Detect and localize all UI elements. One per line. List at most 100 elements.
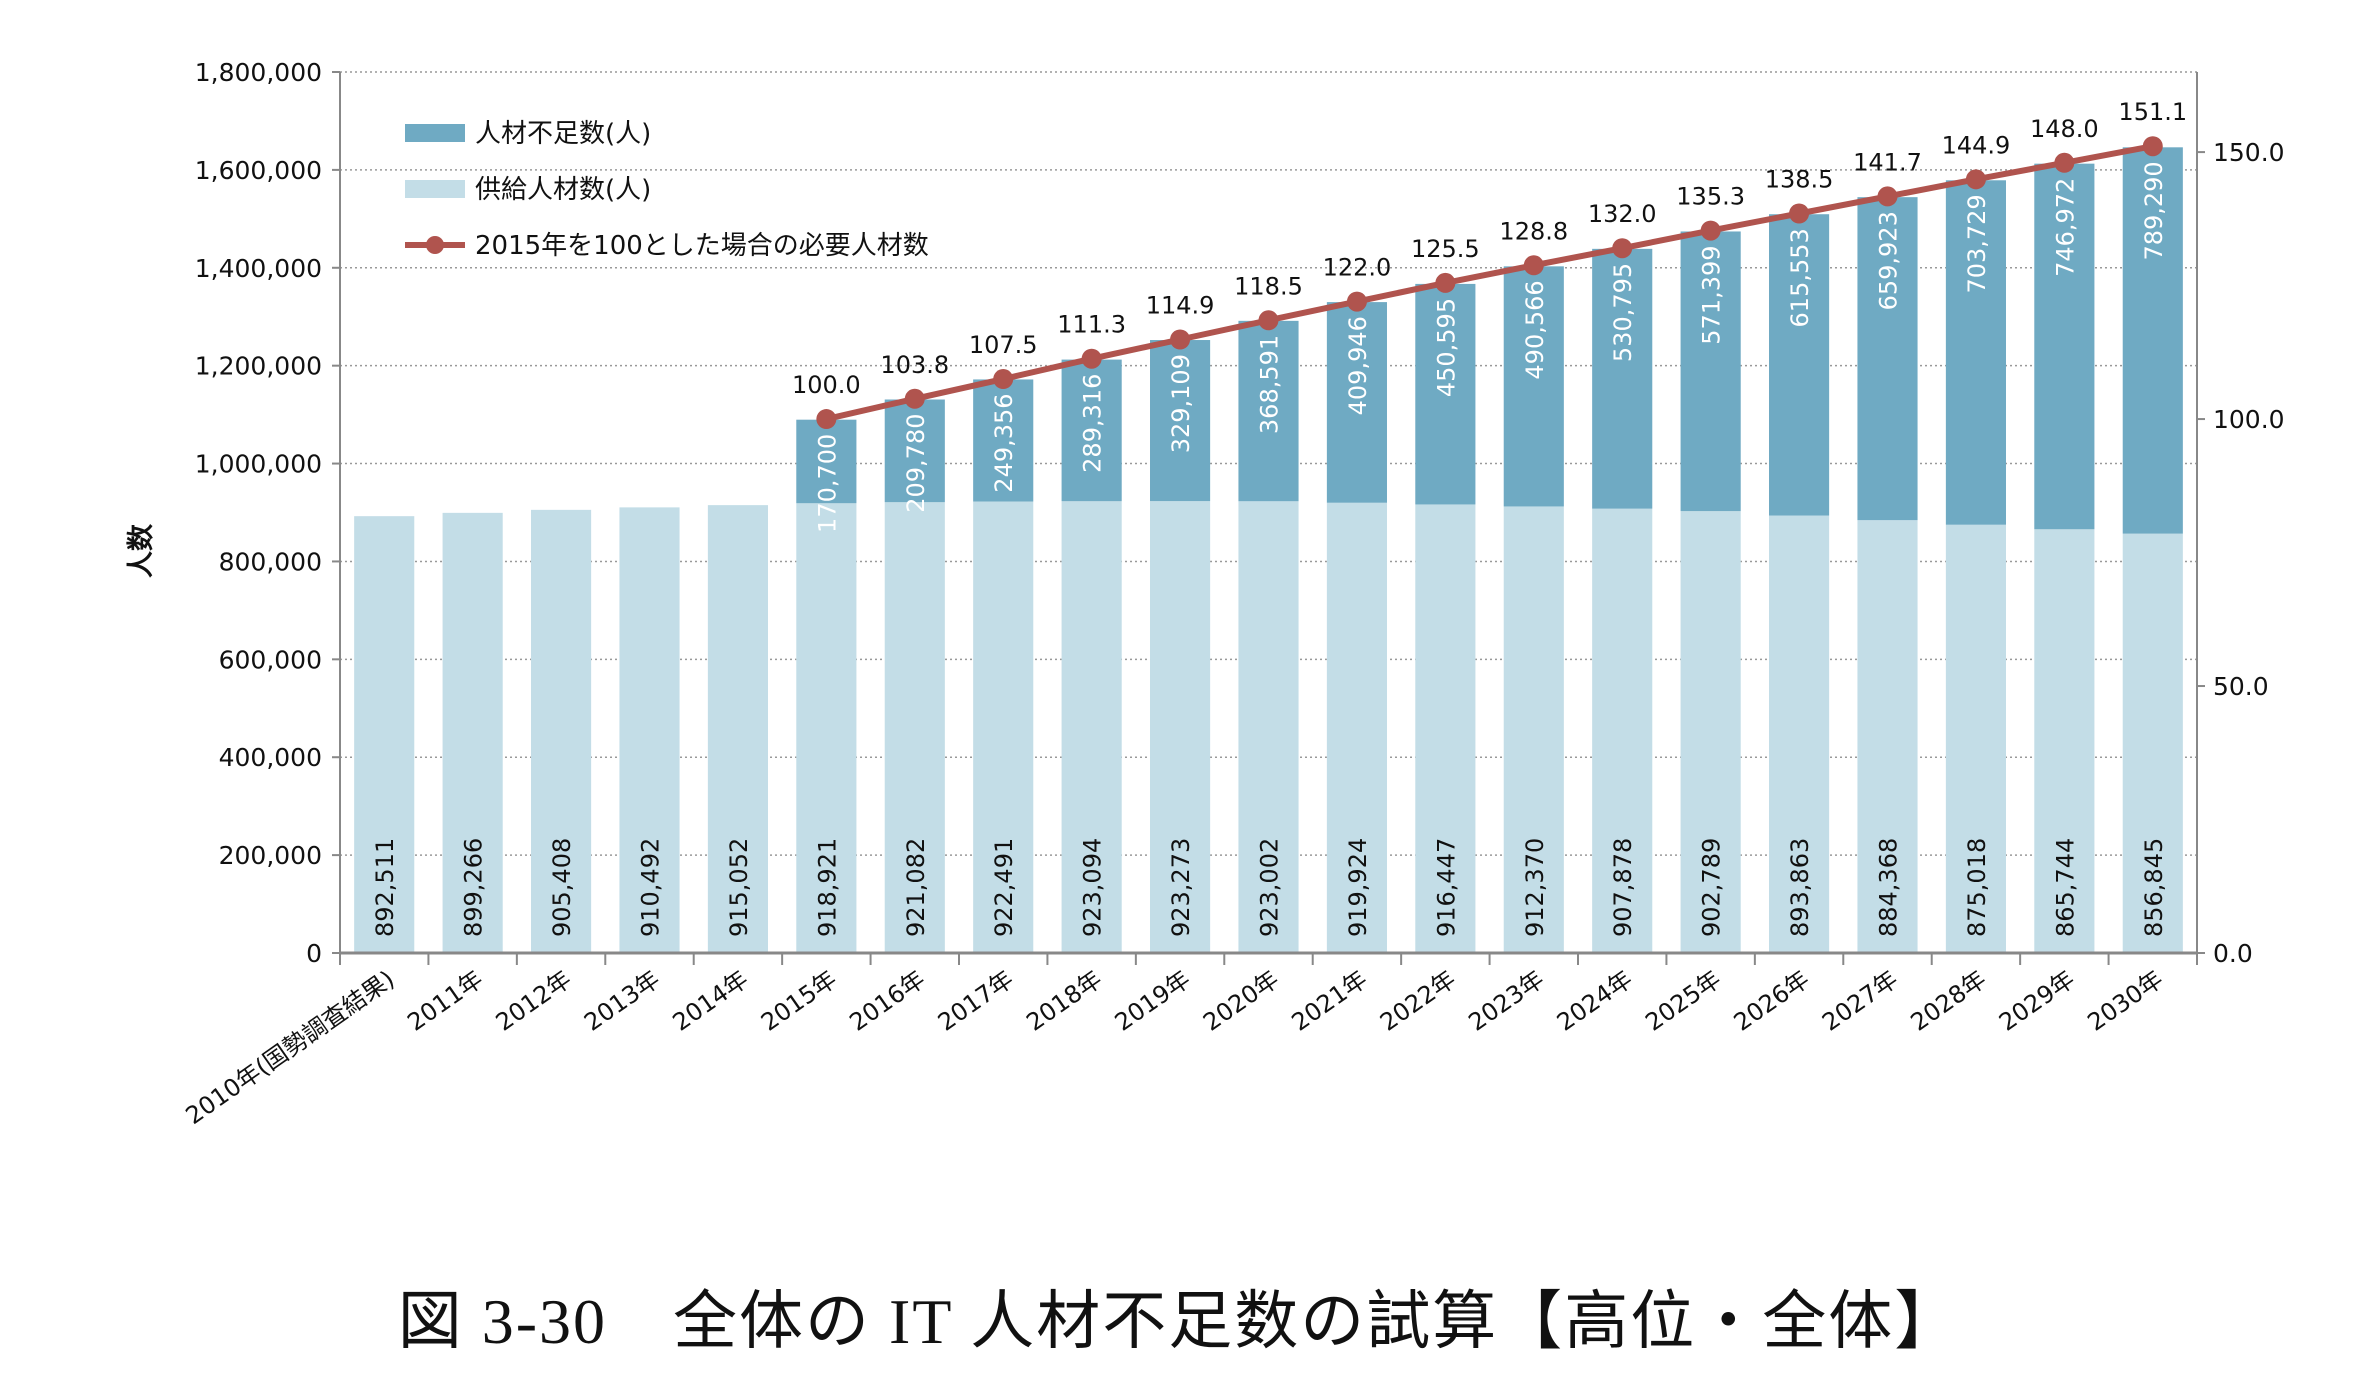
supply-label: 922,491	[990, 838, 1018, 937]
x-tick-label: 2022年	[1375, 965, 1461, 1037]
bar-supply	[1061, 501, 1122, 953]
bar-shortage	[973, 379, 1034, 502]
bar-shortage	[1945, 180, 2006, 525]
x-tick-label: 2018年	[1021, 965, 1107, 1037]
bar-shortage	[1326, 302, 1387, 503]
line-label: 100.0	[792, 371, 861, 399]
x-tick-label: 2024年	[1552, 965, 1638, 1037]
line-point	[1435, 272, 1456, 293]
bar-supply	[973, 501, 1034, 953]
x-tick-label: 2015年	[756, 965, 842, 1037]
shortage-label: 615,553	[1786, 228, 1814, 327]
supply-label: 905,408	[548, 838, 576, 937]
shortage-label: 789,290	[2140, 161, 2168, 260]
bar-shortage	[1415, 283, 1476, 505]
y-tick-label: 0	[306, 939, 322, 968]
figure-caption: 図 3-30 全体の IT 人材不足数の試算【高位・全体】	[397, 1286, 1961, 1357]
line-point	[1346, 291, 1367, 312]
shortage-label: 170,700	[813, 434, 841, 533]
line-point	[1877, 186, 1898, 207]
x-tick-label: 2014年	[668, 965, 754, 1037]
line-label: 132.0	[1588, 200, 1657, 228]
line-point	[904, 388, 925, 409]
line-label: 122.0	[1323, 254, 1392, 282]
supply-label: 912,370	[1521, 838, 1549, 937]
shortage-label: 409,946	[1344, 316, 1372, 415]
bar-supply	[1326, 502, 1387, 953]
y2-tick-label: 100.0	[2213, 405, 2285, 434]
y-tick-label: 1,200,000	[195, 352, 322, 381]
bar-supply	[1415, 504, 1476, 953]
bar-supply	[1238, 501, 1299, 953]
y-tick-label: 1,400,000	[195, 254, 322, 283]
bar-supply	[1503, 506, 1564, 953]
y-tick-label: 1,000,000	[195, 450, 322, 479]
line-series	[825, 143, 2154, 422]
line-point	[1965, 169, 1986, 190]
legend-marker-line	[426, 236, 444, 254]
bar-shortage	[1061, 359, 1122, 502]
supply-label: 884,368	[1875, 838, 1903, 937]
x-tick-label: 2017年	[933, 965, 1019, 1037]
line-label: 141.7	[1853, 148, 1922, 176]
line-label: 138.5	[1765, 165, 1834, 193]
bar-shortage	[796, 419, 857, 504]
line-point	[2054, 152, 2075, 173]
y2-tick-label: 50.0	[2213, 672, 2269, 701]
bar-shortage	[1592, 248, 1653, 509]
shortage-label: 571,399	[1698, 245, 1726, 344]
supply-label: 902,789	[1698, 838, 1726, 937]
bar-supply	[531, 509, 592, 953]
bar-shortage	[1238, 320, 1299, 502]
bar-supply	[354, 516, 415, 953]
line-point	[2142, 136, 2163, 157]
y-tick-label: 400,000	[219, 743, 322, 772]
bar-supply	[442, 512, 503, 953]
bar-shortage	[884, 399, 945, 503]
x-tick-label: 2012年	[491, 965, 577, 1037]
legend-swatch-supply	[405, 180, 465, 198]
line-point	[1081, 348, 1102, 369]
bar-supply	[1769, 515, 1830, 953]
shortage-label: 450,595	[1432, 298, 1460, 397]
y-tick-label: 600,000	[219, 645, 322, 674]
bar-supply	[1945, 524, 2006, 953]
x-tick-label: 2011年	[402, 965, 488, 1037]
bar-shortage	[2122, 147, 2183, 534]
supply-label: 893,863	[1786, 838, 1814, 937]
line-label: 107.5	[969, 331, 1038, 359]
x-tick-label: 2010年(国勢調査結果)	[181, 965, 400, 1130]
line-point	[1523, 255, 1544, 276]
shortage-label: 329,109	[1167, 354, 1195, 453]
supply-label: 923,002	[1256, 838, 1284, 937]
bar-supply	[1857, 520, 1918, 953]
x-tick-label: 2025年	[1640, 965, 1726, 1037]
bar-shortage	[2034, 163, 2095, 530]
x-tick-label: 2020年	[1198, 965, 1284, 1037]
bar-supply	[1680, 511, 1741, 953]
line-point	[1612, 238, 1633, 259]
bar-supply	[1592, 508, 1653, 953]
bar-supply	[707, 505, 768, 953]
supply-label: 923,094	[1079, 838, 1107, 937]
line-label: 118.5	[1234, 272, 1303, 300]
bar-supply	[2122, 533, 2183, 953]
line-point	[1789, 203, 1810, 224]
y-tick-label: 1,800,000	[195, 58, 322, 87]
shortage-label: 530,795	[1609, 263, 1637, 362]
shortage-label: 659,923	[1875, 211, 1903, 310]
x-tick-label: 2027年	[1817, 965, 1903, 1037]
y2-tick-label: 0.0	[2213, 939, 2253, 968]
chart: 0 200,000 400,000 600,000 800,000 1,000,000 1,…	[126, 58, 2285, 1130]
bar-shortage	[1857, 197, 1918, 521]
line-point	[816, 409, 837, 430]
supply-label: 856,845	[2140, 838, 2168, 937]
line-point	[993, 369, 1014, 390]
supply-label: 910,492	[637, 838, 665, 937]
supply-label: 923,273	[1167, 838, 1195, 937]
y-axis-label: 人数	[126, 523, 157, 578]
line-label: 111.3	[1057, 311, 1126, 339]
x-tick-label: 2028年	[1906, 965, 1992, 1037]
shortage-label: 289,316	[1079, 374, 1107, 473]
